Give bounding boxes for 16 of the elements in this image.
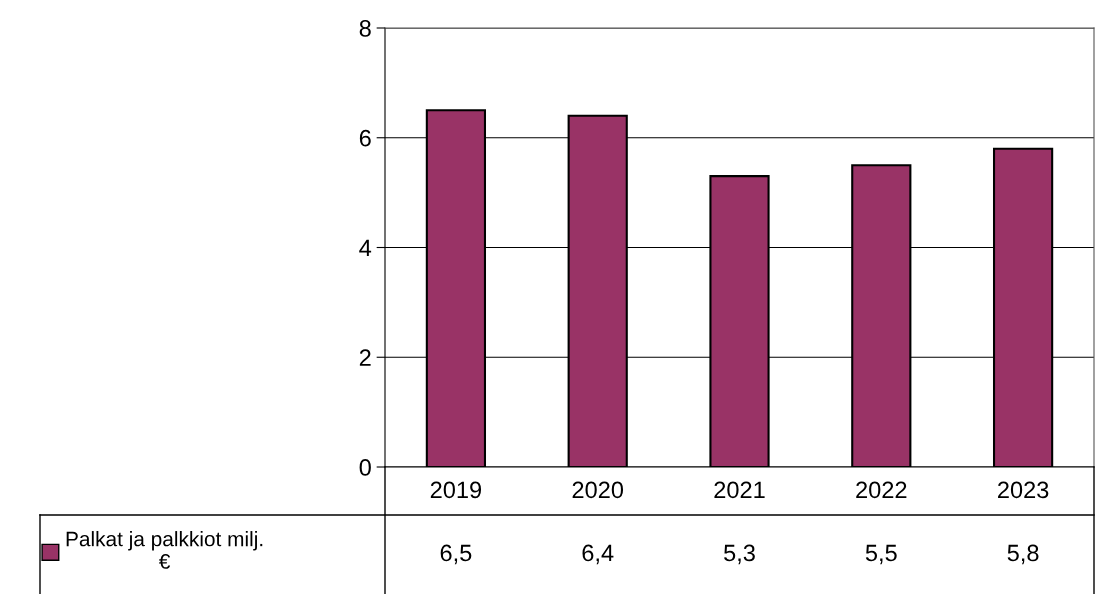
x-tick-label: 2022: [856, 481, 907, 499]
x-tick-label: 2019: [430, 481, 482, 499]
legend-label: Palkat ja palkkiot milj. €: [66, 531, 263, 569]
y-tick-label: 0: [359, 459, 371, 476]
data-label: 5,3: [724, 544, 755, 565]
y-tick-label: 8: [359, 20, 371, 37]
x-tick-label: 2023: [998, 481, 1049, 499]
data-label: 6,4: [582, 544, 614, 565]
y-tick-label: 6: [359, 129, 371, 147]
y-tick-label: 4: [359, 239, 372, 257]
x-tick-label: 2021: [714, 481, 765, 499]
data-label: 5,5: [865, 544, 897, 565]
y-tick-label: 2: [359, 349, 371, 366]
x-tick-label: 2020: [572, 481, 624, 499]
data-label: 6,5: [440, 544, 472, 565]
data-label: 5,8: [1007, 544, 1039, 565]
